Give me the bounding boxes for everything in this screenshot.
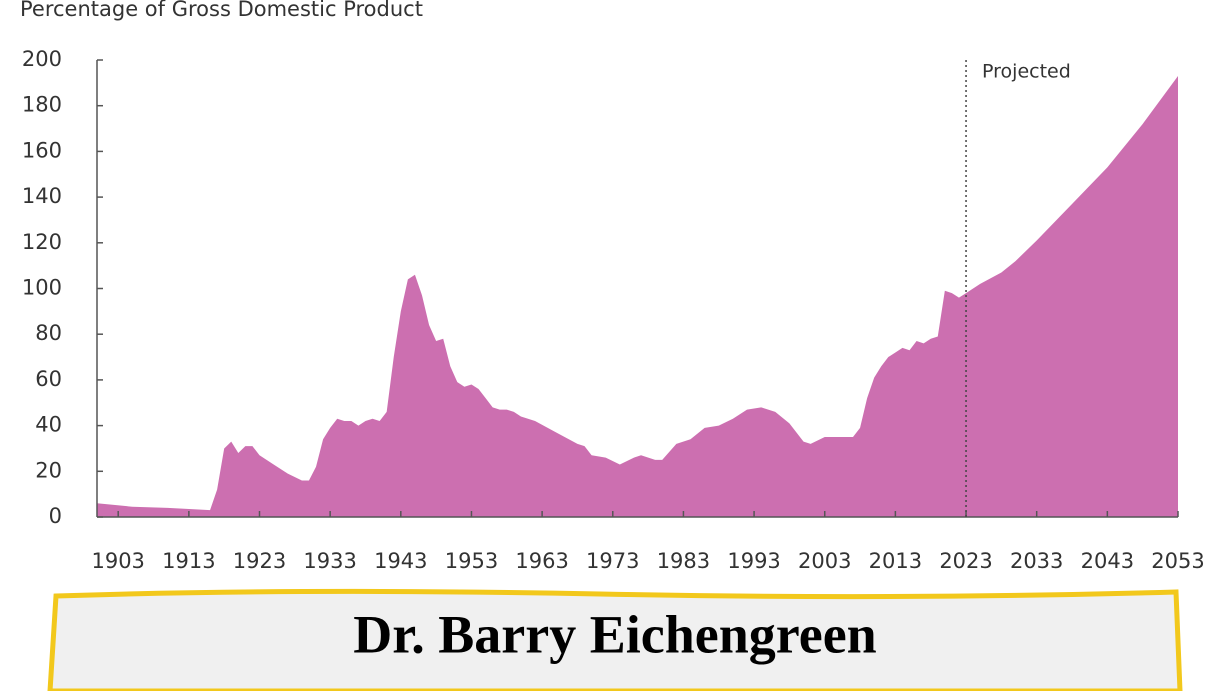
y-tick-label: 40 (35, 413, 62, 437)
x-tick-label: 2023 (939, 549, 992, 573)
projection-label: Projected (982, 61, 1071, 83)
y-tick-label: 140 (22, 184, 62, 208)
area (97, 75, 1178, 518)
x-tick-label: 1923 (233, 549, 286, 573)
y-tick-label: 200 (22, 47, 62, 71)
y-tick-label: 120 (22, 230, 62, 254)
y-tick-label: 160 (22, 138, 62, 162)
x-tick-label: 1903 (91, 549, 144, 573)
caption-name: Dr. Barry Eichengreen (353, 604, 876, 664)
x-tick-label: 1913 (162, 549, 215, 573)
x-tick-label: 2053 (1151, 549, 1204, 573)
y-tick-label: 100 (22, 276, 62, 300)
x-tick-label: 1953 (445, 549, 498, 573)
x-tick-label: 1983 (657, 549, 710, 573)
x-tick-label: 2043 (1081, 549, 1134, 573)
y-tick-label: 180 (22, 93, 62, 117)
y-tick-label: 60 (35, 367, 62, 391)
x-tick-label: 2003 (798, 549, 851, 573)
x-tick-label: 2013 (869, 549, 922, 573)
y-tick-label: 0 (49, 504, 62, 528)
x-tick-label: 1963 (515, 549, 568, 573)
x-tick-label: 1933 (303, 549, 356, 573)
chart-title: Percentage of Gross Domestic Product (20, 0, 423, 21)
x-tick-label: 1993 (727, 549, 780, 573)
x-tick-label: 2033 (1010, 549, 1063, 573)
caption-box (47, 588, 1183, 691)
x-tick-label: 1973 (586, 549, 639, 573)
y-tick-label: 80 (35, 321, 62, 345)
y-tick-label: 20 (35, 458, 62, 482)
x-tick-label: 1943 (374, 549, 427, 573)
